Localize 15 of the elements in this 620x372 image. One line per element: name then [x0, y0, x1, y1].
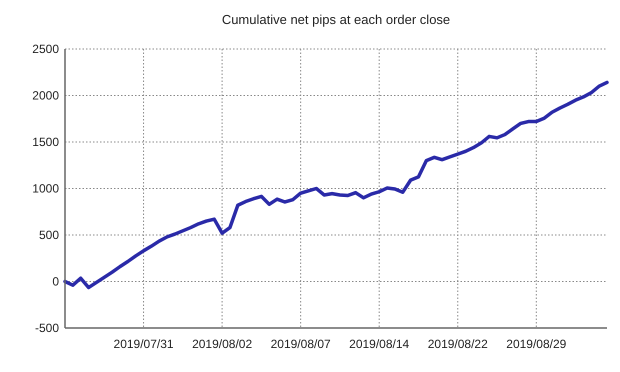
x-tick-label: 2019/08/29 — [506, 337, 567, 351]
y-tick-label: 1000 — [32, 182, 60, 196]
x-tick-label: 2019/07/31 — [114, 337, 174, 351]
y-tick-label: 1500 — [32, 135, 60, 150]
y-tick-label: -500 — [34, 321, 60, 336]
x-tick-label: 2019/08/14 — [349, 337, 410, 351]
chart-title: Cumulative net pips at each order close — [222, 12, 450, 27]
y-tick-label: 500 — [38, 228, 60, 242]
x-tick-label: 2019/08/02 — [192, 337, 252, 351]
x-tick-label: 2019/08/22 — [428, 337, 488, 351]
y-tick-label: 2500 — [32, 42, 60, 56]
x-tick-label: 2019/08/07 — [270, 337, 332, 351]
y-tick-label: 0 — [52, 274, 60, 289]
line-series — [63, 80, 609, 290]
y-tick-label: 2000 — [32, 88, 60, 103]
